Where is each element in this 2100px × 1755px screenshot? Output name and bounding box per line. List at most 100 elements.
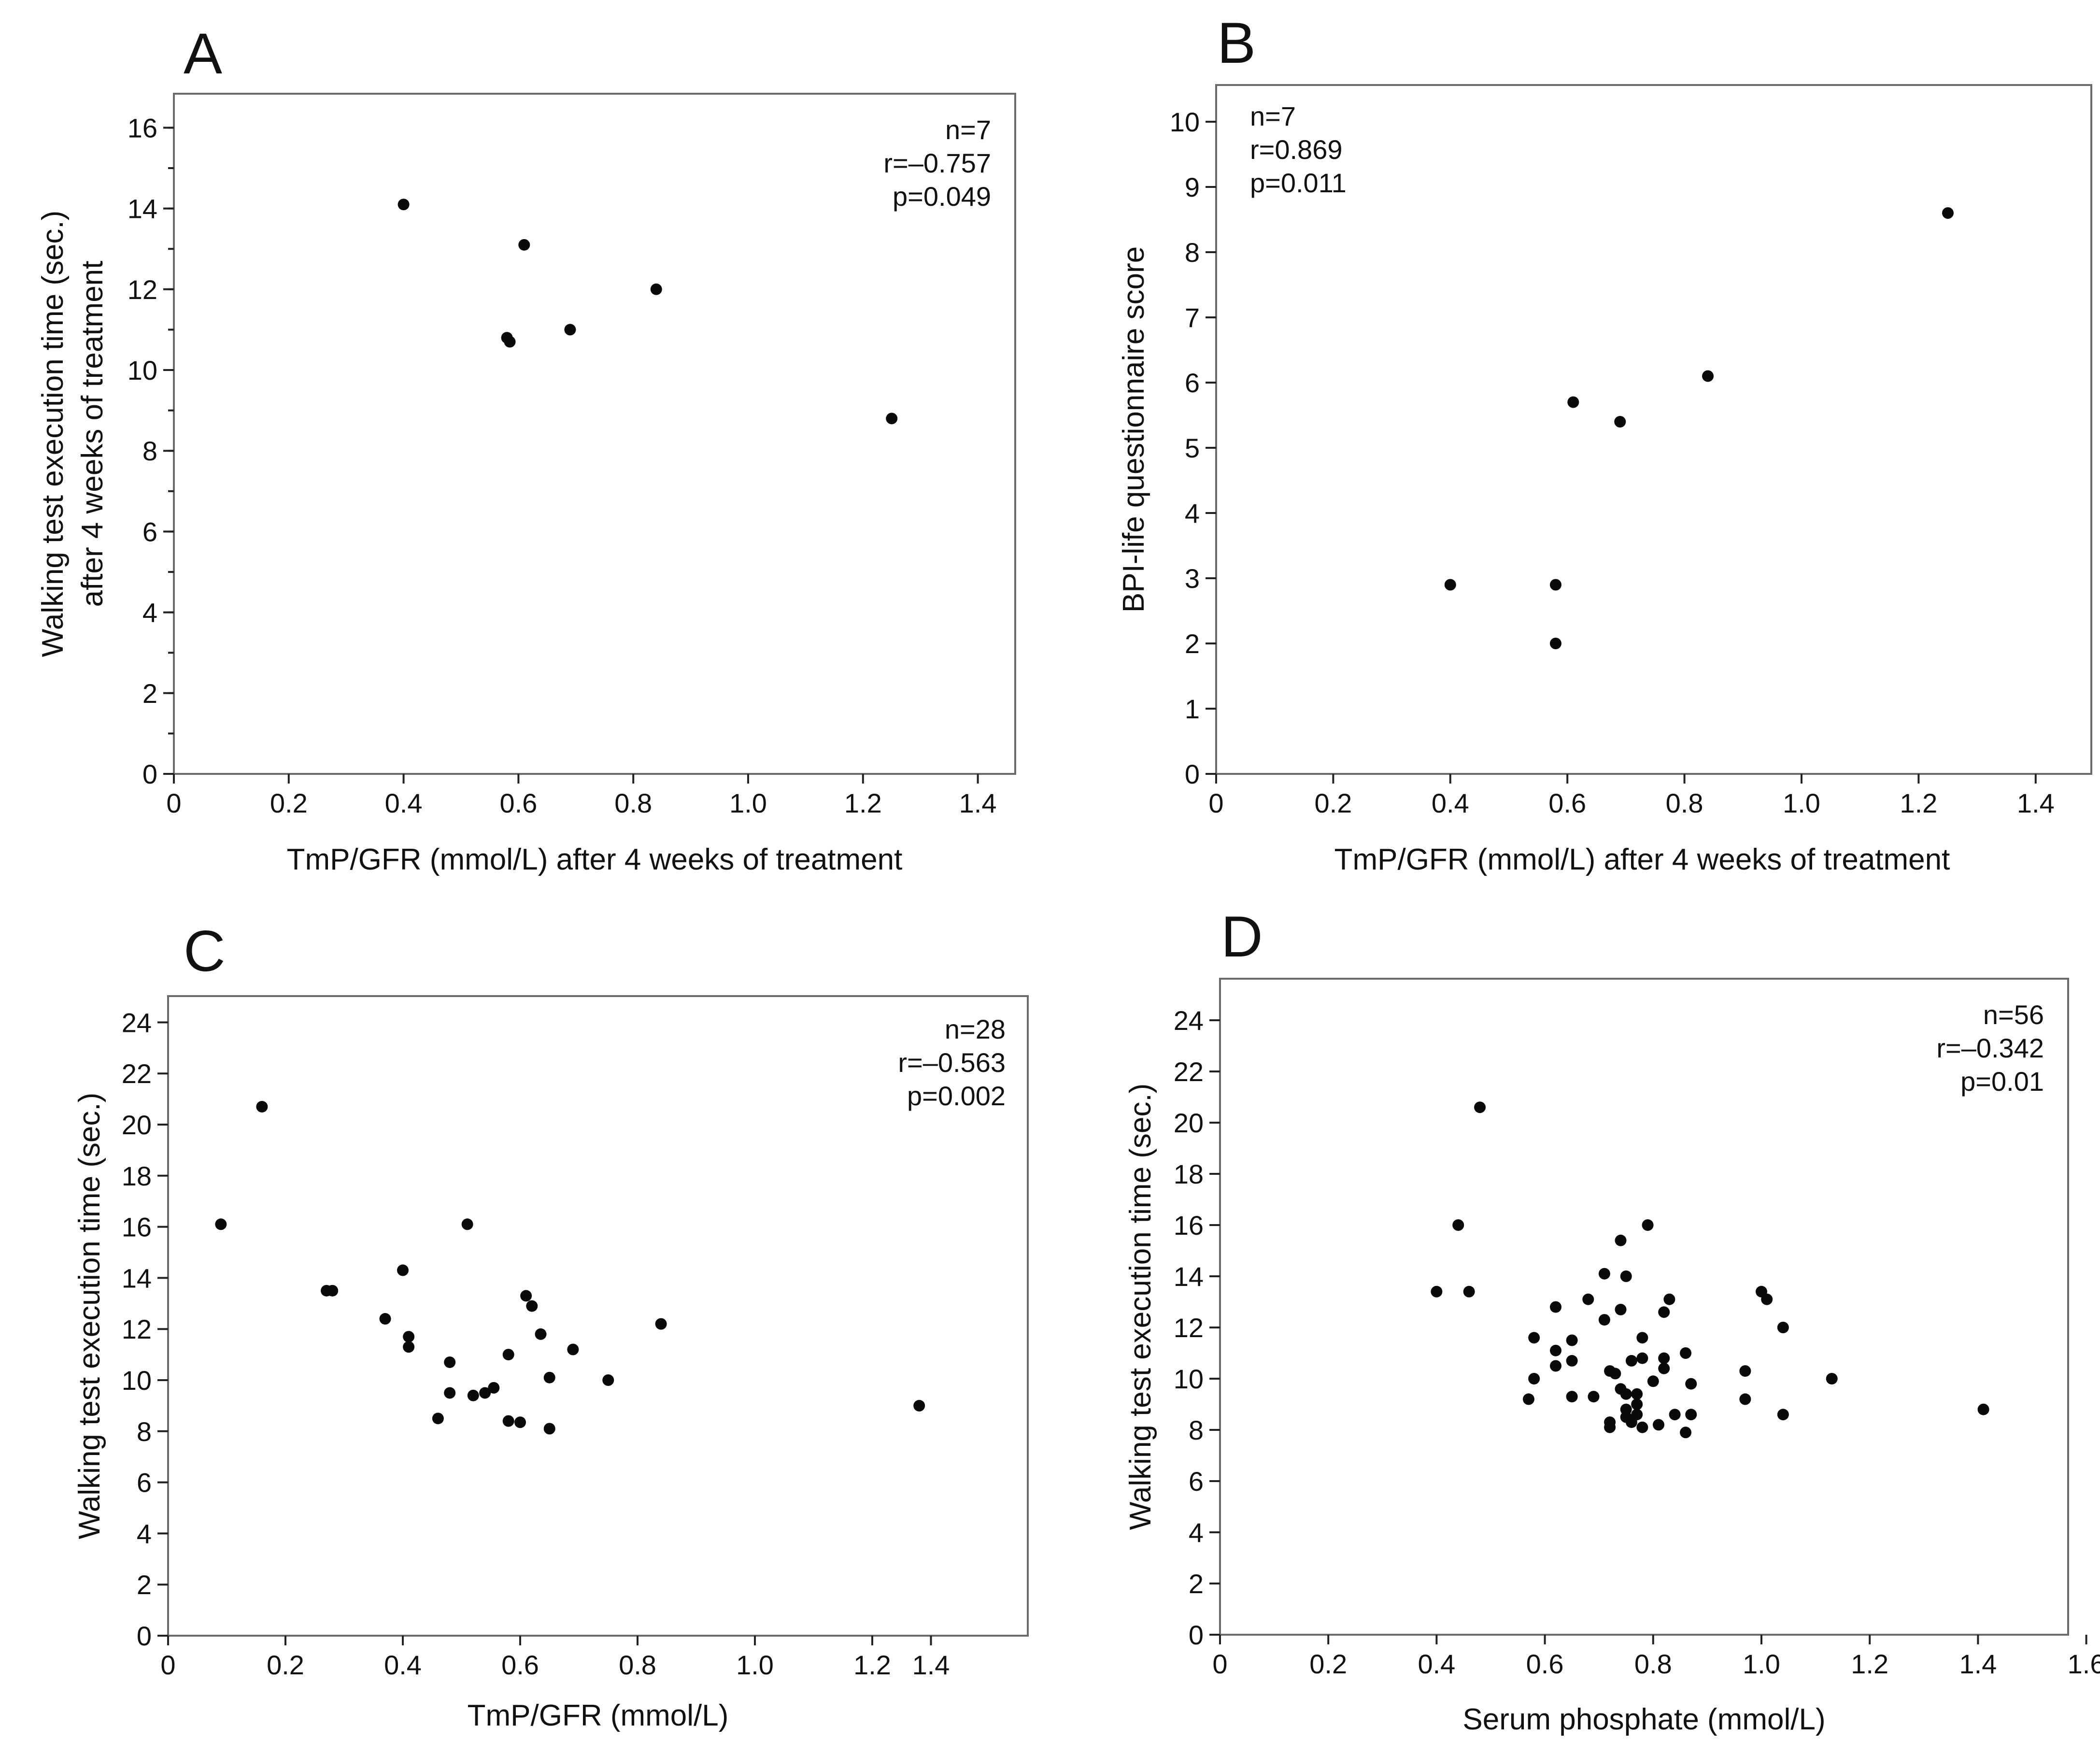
stat-n: n=56	[1983, 999, 2044, 1030]
y-tick-label: 8	[142, 436, 157, 466]
y-tick-label: 20	[122, 1110, 152, 1140]
data-point	[1550, 1344, 1562, 1356]
y-tick-label: 4	[1189, 1517, 1204, 1548]
plot-frame	[167, 995, 1029, 1637]
data-point	[1474, 1101, 1486, 1113]
y-tick-label: 4	[137, 1518, 152, 1549]
x-tick-label: 1.2	[844, 788, 882, 818]
y-tick-label: 2	[137, 1570, 152, 1600]
data-points	[1431, 1101, 1989, 1439]
data-point	[1647, 1375, 1659, 1387]
y-tick-label: 14	[122, 1263, 152, 1293]
data-point	[1680, 1347, 1692, 1359]
y-tick-label: 20	[1174, 1108, 1204, 1138]
data-point	[256, 1100, 268, 1113]
y-tick-label: 9	[1185, 172, 1200, 202]
y-tick-label: 3	[1185, 563, 1200, 594]
y-tick-label: 6	[1185, 368, 1200, 398]
data-point	[1636, 1421, 1648, 1433]
data-point	[1604, 1421, 1616, 1433]
data-point	[432, 1413, 444, 1425]
data-point	[397, 199, 410, 211]
x-tick-label: 0.8	[1666, 788, 1703, 818]
y-tick-label: 14	[128, 194, 157, 224]
panel-letter: A	[184, 21, 222, 86]
x-tick-label: 0.2	[1309, 1649, 1347, 1679]
y-tick-label: 0	[1185, 759, 1200, 789]
data-point	[1942, 207, 1954, 219]
panel-b: B 0 0.2 0.4 0.6 0.8 1.0 1.2 1.4 0 1 2 3 4 5 6 7 8 9 10 TmP…	[1117, 11, 2092, 876]
data-point	[1653, 1419, 1665, 1431]
data-point	[444, 1387, 456, 1399]
data-point	[1550, 1360, 1562, 1372]
data-point	[1620, 1270, 1632, 1282]
data-points	[1444, 207, 1954, 649]
data-point	[1631, 1409, 1643, 1421]
x-tick-label: 0.4	[1418, 1649, 1455, 1679]
data-point	[1739, 1365, 1751, 1377]
data-point	[1598, 1314, 1610, 1326]
data-point	[543, 1371, 555, 1384]
data-point	[1658, 1362, 1670, 1374]
y-tick-label: 2	[1185, 628, 1200, 659]
y-tick-label: 6	[1189, 1466, 1204, 1497]
y-tick-label: 10	[128, 355, 157, 385]
data-point	[379, 1313, 391, 1325]
y-axis-label: BPI-life questionnaire score	[1117, 246, 1150, 613]
x-tick-label: 0.2	[1314, 788, 1352, 818]
panel-a: A 0 0.2 0.4 0.6 0.8 1.0 1.2 1.4 0 2 4 6 8 10 12 14 16 Tm…	[36, 21, 1016, 876]
data-point	[1777, 1322, 1789, 1333]
y-tick-label: 10	[1174, 1364, 1204, 1394]
x-tick-label: 1.0	[1783, 788, 1820, 818]
data-point	[1566, 1391, 1578, 1403]
data-point	[1567, 396, 1579, 408]
y-tick-label: 10	[122, 1365, 152, 1396]
x-tick-label: 1.4	[912, 1650, 950, 1680]
stat-p: p=0.002	[907, 1081, 1006, 1111]
data-point	[1826, 1373, 1838, 1384]
x-tick-label: 0.6	[1526, 1649, 1564, 1679]
data-point	[655, 1318, 667, 1330]
y-tick-label: 24	[1174, 1005, 1204, 1036]
x-tick-label: 0.6	[1548, 788, 1586, 818]
stats-annotation: n=7 r=0.869 p=0.011	[1250, 101, 1347, 198]
data-point	[1636, 1332, 1648, 1344]
data-point	[215, 1218, 227, 1230]
x-axis-label: TmP/GFR (mmol/L)	[468, 1699, 729, 1732]
data-point	[1463, 1285, 1475, 1298]
y-tick-label: 12	[128, 274, 157, 305]
stats-annotation: n=28 r=–0.563 p=0.002	[898, 1014, 1006, 1111]
y-tick-label: 1	[1185, 694, 1200, 724]
y-tick-label: 22	[1174, 1056, 1204, 1087]
x-tick-label: 0	[166, 788, 181, 818]
y-tick-label: 24	[122, 1007, 152, 1038]
data-point	[504, 336, 516, 348]
data-point	[1669, 1409, 1681, 1421]
data-point	[397, 1264, 409, 1276]
data-point	[514, 1416, 526, 1428]
data-point	[502, 1415, 514, 1427]
axis-ticks: 0 0.2 0.4 0.6 0.8 1.0 1.2 1.4024681012141618202…	[122, 1007, 950, 1680]
y-tick-label: 4	[1185, 498, 1200, 528]
data-point	[502, 1349, 514, 1361]
x-tick-label: 0.4	[384, 1650, 422, 1680]
y-tick-label: 6	[137, 1468, 152, 1498]
stat-r: r=–0.342	[1936, 1033, 2044, 1063]
y-tick-label: 16	[128, 113, 157, 143]
data-point	[1549, 638, 1561, 649]
data-point	[1631, 1398, 1643, 1410]
data-point	[1615, 1234, 1627, 1246]
data-points	[397, 199, 898, 425]
data-point	[1598, 1268, 1610, 1280]
y-axis-label-line-1: Walking test execution time (sec.)	[36, 211, 70, 657]
panel-d: D 0 0.2 0.4 0.6 0.8 1.0 1.2 1.4 1.60246810121416…	[1124, 904, 2100, 1736]
x-axis-label: Serum phosphate (mmol/L)	[1462, 1703, 1825, 1736]
data-point	[518, 239, 530, 251]
x-tick-label: 1.2	[1851, 1649, 1888, 1679]
y-tick-label: 2	[142, 678, 157, 709]
data-point	[913, 1399, 925, 1412]
data-point	[1522, 1393, 1534, 1405]
data-point	[1977, 1403, 1989, 1415]
